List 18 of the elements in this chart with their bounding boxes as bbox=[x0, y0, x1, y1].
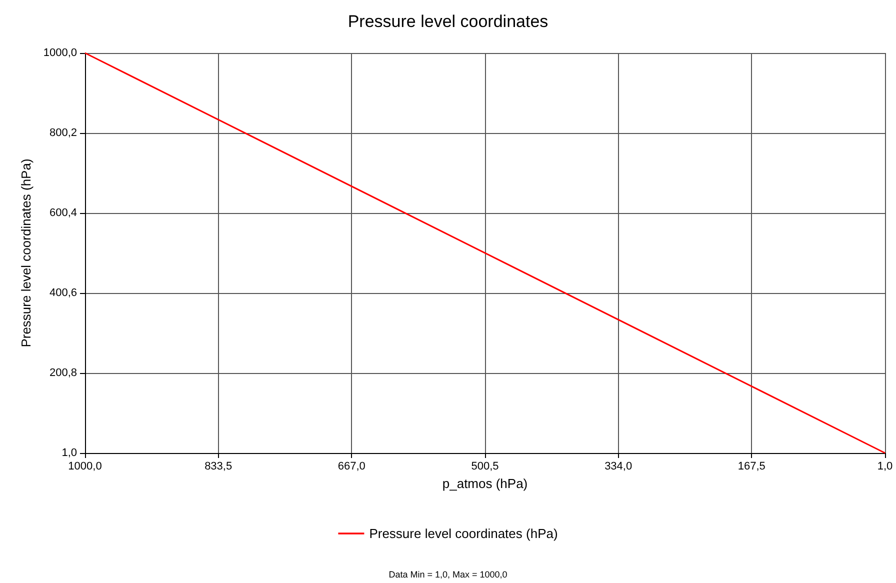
y-tick-label: 400,6 bbox=[49, 287, 77, 299]
chart-title: Pressure level coordinates bbox=[348, 12, 548, 31]
legend-label: Pressure level coordinates (hPa) bbox=[369, 526, 558, 541]
x-tick-label: 500,5 bbox=[471, 460, 499, 472]
y-tick-label: 600,4 bbox=[49, 207, 77, 219]
x-tick-label: 1,0 bbox=[877, 460, 893, 472]
x-tick-label: 667,0 bbox=[338, 460, 366, 472]
y-tick-label: 800,2 bbox=[49, 127, 77, 139]
text: Data Min = 1,0, Max = 1000,0 bbox=[388, 570, 508, 580]
y-tick-label: 1000,0 bbox=[43, 47, 77, 59]
x-tick-label: 334,0 bbox=[604, 460, 632, 472]
x-axis-title: p_atmos (hPa) bbox=[442, 476, 528, 491]
y-tick-label: 1,0 bbox=[62, 447, 77, 459]
x-tick-label: 167,5 bbox=[738, 460, 766, 472]
x-tick-label: 833,5 bbox=[204, 460, 232, 472]
y-tick-label: 200,8 bbox=[49, 367, 77, 379]
y-axis-title: Pressure level coordinates (hPa) bbox=[18, 158, 34, 348]
x-tick-label: 1000,0 bbox=[68, 460, 102, 472]
